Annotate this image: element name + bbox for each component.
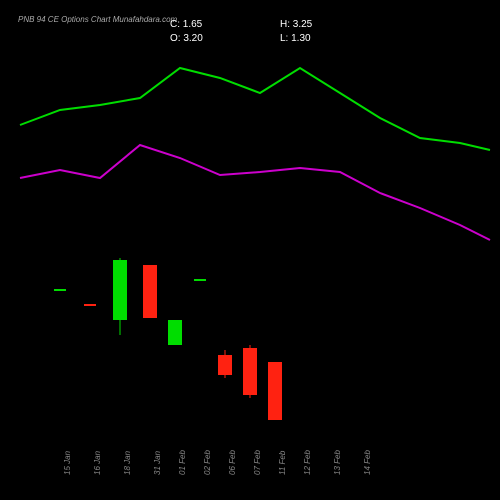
x-axis-label: 13 Feb — [333, 450, 342, 475]
x-axis-label: 18 Jan — [123, 451, 132, 475]
candle-body — [113, 260, 127, 320]
candle-body — [143, 265, 157, 318]
chart-container: PNB 94 CE Options Chart Munafahdara.com … — [0, 0, 500, 500]
x-axis-label: 16 Jan — [93, 451, 102, 475]
x-axis-label: 14 Feb — [363, 450, 372, 475]
candle-body — [168, 320, 182, 345]
candle-body — [268, 362, 282, 420]
candle-body — [218, 355, 232, 375]
chart-svg — [0, 0, 500, 500]
x-axis-label: 15 Jan — [63, 451, 72, 475]
x-axis-label: 07 Feb — [253, 450, 262, 475]
x-axis-label: 02 Feb — [203, 450, 212, 475]
x-axis-label: 06 Feb — [228, 450, 237, 475]
x-axis-label: 11 Feb — [278, 451, 287, 475]
x-axis-label: 01 Feb — [178, 450, 187, 475]
candle-body — [243, 348, 257, 395]
indicator-line — [20, 68, 490, 150]
x-axis-label: 31 Jan — [153, 451, 162, 475]
indicator-line — [20, 145, 490, 240]
x-axis-label: 12 Feb — [303, 450, 312, 475]
